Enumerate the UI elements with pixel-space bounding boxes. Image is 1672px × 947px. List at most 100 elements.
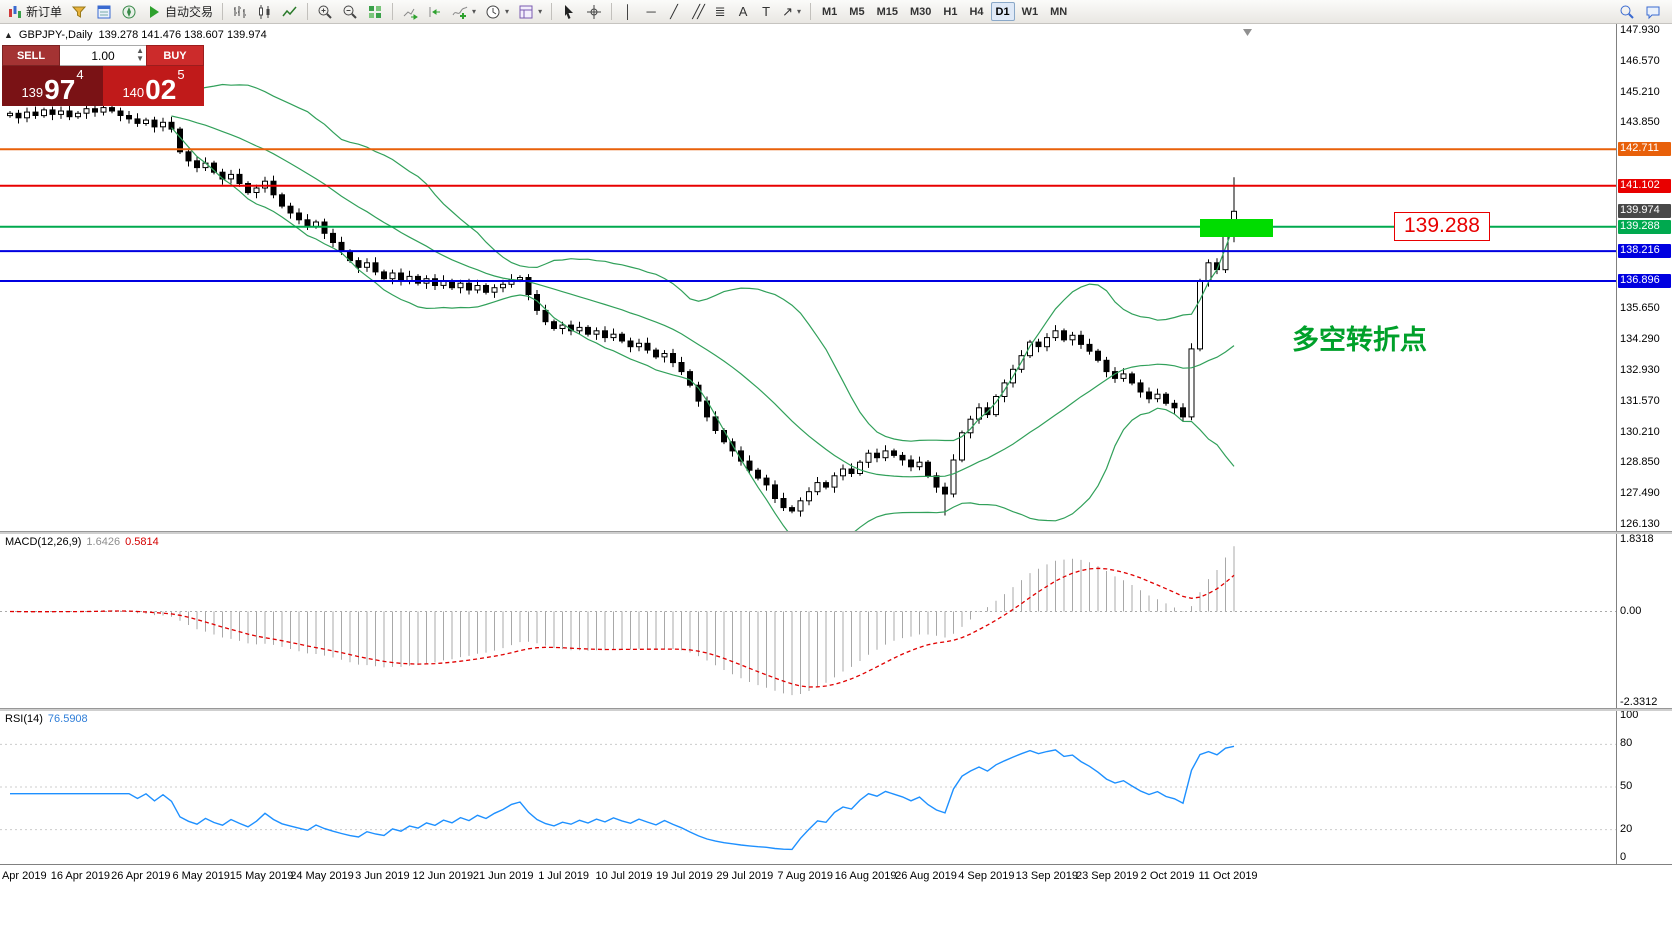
buy-price-panel[interactable]: 140 02 5 [103, 66, 204, 106]
new-order-icon [9, 5, 21, 18]
indicators-icon [452, 6, 468, 19]
vertical-line-icon: │ [624, 3, 633, 19]
buy-price-main: 140 [122, 85, 145, 100]
new-order-button[interactable]: 新订单 [3, 2, 66, 22]
spinner-down-icon[interactable]: ▼ [136, 54, 144, 63]
sell-button[interactable]: SELL [2, 45, 60, 66]
timeframe-m30[interactable]: M30 [905, 2, 936, 21]
templates-icon [519, 5, 533, 18]
navigator-icon [122, 5, 136, 18]
data-window-icon [97, 5, 111, 18]
data-window-button[interactable] [92, 2, 116, 22]
timeframe-m15[interactable]: M15 [872, 2, 903, 21]
toolbar-right-group [1615, 2, 1669, 22]
periods-button[interactable]: ▾ [481, 2, 513, 22]
price-tag: 139.974 [1618, 204, 1671, 219]
vertical-line-button[interactable]: │ [617, 2, 639, 22]
date-label: 3 Jun 2019 [355, 870, 410, 882]
macd-label: MACD(12,26,9) 1.6426 0.5814 [5, 536, 159, 548]
date-label: 16 Apr 2019 [50, 870, 111, 882]
horizontal-line-button[interactable]: ─ [640, 2, 662, 22]
sell-price-point: 4 [76, 67, 84, 82]
cursor-button[interactable] [557, 2, 581, 22]
bar-chart-button[interactable] [228, 2, 252, 22]
date-label: 23 Sep 2019 [1075, 870, 1139, 882]
search-button[interactable] [1615, 2, 1639, 22]
highlight-rectangle[interactable] [1200, 219, 1273, 237]
axis-label: 126.130 [1620, 518, 1660, 530]
axis-label: 128.850 [1620, 456, 1660, 469]
tile-windows-button[interactable] [363, 2, 387, 22]
price-axis-column[interactable]: 147.930146.570145.210143.850142.490135.6… [1616, 24, 1672, 865]
auto-trading-button[interactable]: 自动交易 [142, 2, 217, 22]
timeframe-h4[interactable]: H4 [964, 2, 988, 21]
channel-button[interactable]: ╱╱ [686, 2, 708, 22]
rsi-value: 76.5908 [47, 713, 88, 725]
chart-shift-button[interactable] [423, 2, 447, 22]
crosshair-button[interactable] [582, 2, 606, 22]
candlestick-chart-icon [259, 4, 270, 19]
clock-icon [486, 5, 500, 18]
cursor-icon [565, 4, 574, 19]
horizontal-line-icon: ─ [646, 3, 656, 19]
axis-label: 131.570 [1620, 394, 1660, 407]
navigator-button[interactable] [117, 2, 141, 22]
timeframe-w1[interactable]: W1 [1017, 2, 1044, 21]
timeframe-toolbar: M1 M5 M15 M30 H1 H4 D1 W1 MN [816, 2, 1073, 21]
line-chart-icon [282, 6, 297, 16]
symbol-info: ▲ GBPJPY-,Daily 139.278 141.476 138.607 … [4, 29, 267, 41]
text-label-button[interactable]: T [755, 2, 777, 22]
axis-label: 0 [1620, 851, 1627, 863]
macd-name: MACD(12,26,9) [5, 536, 82, 548]
search-icon [1620, 5, 1634, 19]
line-chart-button[interactable] [278, 2, 302, 22]
timeframe-m1[interactable]: M1 [817, 2, 842, 21]
date-label: 16 Aug 2019 [834, 870, 897, 882]
toolbar-separator [611, 3, 613, 20]
timeframe-mn[interactable]: MN [1045, 2, 1072, 21]
symbol-ohlc: 139.278 141.476 138.607 139.974 [98, 29, 267, 41]
zoom-out-button[interactable] [338, 2, 362, 22]
panel-separator[interactable] [0, 531, 1672, 534]
candlestick-chart-button[interactable] [253, 2, 277, 22]
tile-windows-icon [369, 5, 382, 18]
trendline-button[interactable]: ╱ [663, 2, 685, 22]
pivot-annotation[interactable]: 多空转折点 [1292, 325, 1427, 355]
auto-trading-icon [150, 5, 160, 18]
date-label: 6 May 2019 [172, 870, 230, 882]
price-callout[interactable]: 139.288 [1394, 212, 1490, 241]
collapse-widget-icon[interactable]: ▲ [4, 30, 13, 40]
timeframe-m5[interactable]: M5 [844, 2, 869, 21]
axis-label: 147.930 [1620, 24, 1660, 36]
timeframe-h1[interactable]: H1 [938, 2, 962, 21]
axis-label: 130.210 [1620, 425, 1660, 438]
date-label: 12 Jun 2019 [412, 870, 474, 882]
date-label: 13 Sep 2019 [1015, 870, 1078, 882]
arrows-button[interactable]: ↗ ▾ [778, 2, 805, 22]
zoom-in-button[interactable] [313, 2, 337, 22]
buy-button[interactable]: BUY [146, 45, 204, 66]
symbol-title: GBPJPY-,Daily [18, 29, 93, 41]
chat-button[interactable] [1641, 2, 1665, 22]
date-label: 2 Oct 2019 [1140, 870, 1195, 882]
sell-price-panel[interactable]: 139 97 4 [2, 66, 103, 106]
indicators-button[interactable]: ▾ [448, 2, 480, 22]
auto-scroll-button[interactable] [398, 2, 422, 22]
text-button[interactable]: A [732, 2, 754, 22]
price-tag: 141.102 [1618, 178, 1671, 193]
text-icon: A [738, 3, 748, 19]
date-label: 11 Oct 2019 [1198, 870, 1258, 882]
date-label: 26 Aug 2019 [895, 870, 957, 882]
date-label: 26 Apr 2019 [111, 870, 171, 882]
panel-separator[interactable] [0, 708, 1672, 711]
volume-field[interactable]: 1.00 ▲ ▼ [60, 45, 146, 66]
fibonacci-button[interactable]: ≣ [709, 2, 731, 22]
timeframe-d1[interactable]: D1 [990, 2, 1015, 21]
templates-button[interactable]: ▾ [514, 2, 546, 22]
spinner-up-icon[interactable]: ▲ [136, 46, 144, 55]
market-watch-button[interactable] [67, 2, 91, 22]
text-label-icon: T [762, 3, 771, 19]
bar-chart-icon [234, 5, 247, 18]
